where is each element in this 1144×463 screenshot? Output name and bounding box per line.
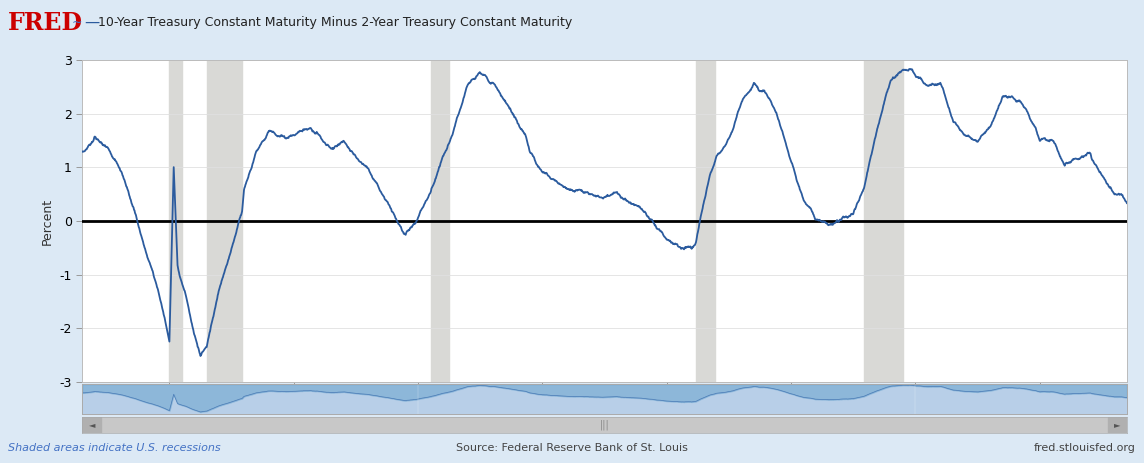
Text: —: — — [85, 15, 100, 30]
Bar — [169, 60, 182, 382]
Bar — [82, 417, 101, 433]
Bar — [430, 60, 450, 382]
Text: Shaded areas indicate U.S. recessions: Shaded areas indicate U.S. recessions — [8, 443, 221, 453]
Text: FRED: FRED — [8, 11, 84, 35]
Text: Source: Federal Reserve Bank of St. Louis: Source: Federal Reserve Bank of St. Loui… — [456, 443, 688, 453]
Text: fred.stlouisfed.org: fred.stlouisfed.org — [1034, 443, 1136, 453]
Bar — [696, 60, 715, 382]
Text: ∼: ∼ — [72, 16, 82, 29]
Text: |||: ||| — [599, 419, 610, 430]
Bar — [864, 60, 903, 382]
Text: ◄: ◄ — [88, 420, 95, 429]
Text: ►: ► — [1114, 420, 1121, 429]
Bar — [207, 60, 243, 382]
Y-axis label: Percent: Percent — [41, 198, 54, 244]
Bar — [1109, 417, 1127, 433]
Text: 10-Year Treasury Constant Maturity Minus 2-Year Treasury Constant Maturity: 10-Year Treasury Constant Maturity Minus… — [98, 16, 573, 29]
